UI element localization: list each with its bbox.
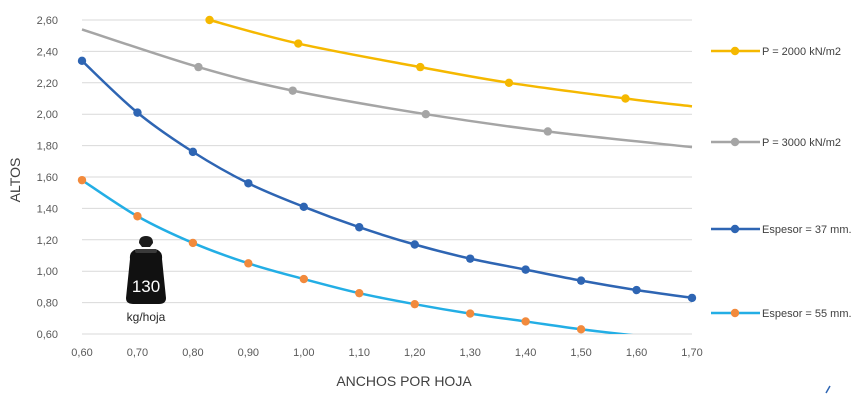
y-axis-title: ALTOS — [7, 158, 23, 203]
series-line — [81, 179, 634, 334]
legend-item: P = 2000 kN/m2 — [711, 46, 841, 58]
legend-swatch-marker — [730, 46, 740, 56]
corner-mark — [825, 385, 831, 394]
data-point — [465, 254, 475, 263]
x-tick-label: 1,50 — [570, 347, 591, 359]
gridlines — [82, 19, 692, 335]
x-tick-label: 1,70 — [681, 347, 702, 359]
data-point — [188, 147, 198, 157]
data-point — [355, 223, 364, 232]
data-point — [294, 39, 303, 48]
y-axis-ticks: 0,60 0,80 1,00 1,20 1,40 1,60 1,80 2,00 2,20 2,40… — [37, 15, 58, 341]
data-point — [299, 274, 309, 284]
legend-item: Espesor = 37 mm. — [711, 224, 852, 236]
data-point — [77, 175, 87, 185]
data-point — [244, 179, 253, 188]
legend: P = 2000 kN/m2 P = 3000 kN/m2 Espesor = 37… — [711, 46, 852, 320]
data-point — [465, 309, 475, 318]
weight-icon: 130 — [126, 236, 166, 304]
data-point — [133, 212, 142, 221]
y-tick-label: 0,80 — [37, 298, 58, 310]
x-axis-ticks: 0,60 0,70 0,80 0,90 1,00 1,10 1,20 1,30 1,40 1,50… — [71, 347, 702, 359]
data-point — [576, 276, 586, 285]
data-point — [205, 15, 214, 25]
data-point — [621, 94, 630, 103]
data-point — [133, 108, 142, 117]
series-line — [209, 18, 693, 108]
y-tick-label: 1,20 — [37, 235, 58, 247]
data-point — [421, 110, 431, 119]
series-lines — [77, 15, 697, 334]
series-2 — [81, 28, 693, 149]
x-tick-label: 1,60 — [626, 347, 647, 359]
y-tick-label: 2,00 — [37, 109, 58, 121]
data-point — [355, 288, 364, 298]
weight-value: 130 — [132, 277, 160, 296]
x-axis-title: ANCHOS POR HOJA — [336, 373, 472, 389]
legend-item: P = 3000 kN/m2 — [711, 137, 841, 149]
series-1 — [205, 15, 693, 108]
x-tick-label: 1,20 — [404, 347, 425, 359]
data-point — [521, 265, 530, 274]
data-point — [194, 62, 203, 72]
x-tick-label: 1,10 — [349, 347, 370, 359]
data-point — [543, 127, 553, 136]
x-tick-label: 1,00 — [293, 347, 314, 359]
data-point — [521, 317, 530, 326]
series-3 — [77, 56, 697, 303]
series-4 — [77, 175, 634, 334]
legend-label: Espesor = 37 mm. — [762, 224, 852, 236]
legend-label: P = 2000 kN/m2 — [762, 46, 841, 58]
x-tick-label: 0,80 — [182, 347, 203, 359]
legend-label: Espesor = 55 mm. — [762, 308, 852, 320]
data-point — [299, 202, 309, 212]
data-point — [576, 325, 586, 334]
data-point — [687, 293, 697, 303]
data-point — [188, 238, 198, 248]
y-tick-label: 2,40 — [37, 46, 58, 58]
y-tick-label: 2,60 — [37, 15, 58, 27]
series-line — [81, 28, 693, 149]
x-tick-label: 0,90 — [238, 347, 259, 359]
data-point — [416, 62, 425, 72]
legend-item: Espesor = 55 mm. — [711, 308, 852, 320]
x-tick-label: 0,70 — [127, 347, 148, 359]
y-tick-label: 0,60 — [37, 329, 58, 341]
x-tick-label: 1,40 — [515, 347, 536, 359]
legend-swatch-marker — [730, 308, 740, 318]
data-point — [288, 86, 297, 95]
y-tick-label: 1,00 — [37, 266, 58, 278]
legend-swatch-marker — [730, 137, 740, 147]
legend-label: P = 3000 kN/m2 — [762, 137, 841, 149]
x-tick-label: 0,60 — [71, 347, 92, 359]
y-tick-label: 1,60 — [37, 172, 58, 184]
data-point — [244, 259, 253, 268]
data-point — [504, 78, 514, 88]
y-tick-label: 1,80 — [37, 141, 58, 153]
y-tick-label: 1,40 — [37, 203, 58, 215]
data-point — [632, 285, 641, 295]
data-point — [410, 299, 419, 309]
weight-unit-label: kg/hoja — [127, 310, 166, 324]
legend-swatch-marker — [730, 224, 740, 234]
data-point — [77, 56, 87, 66]
x-tick-label: 1,30 — [459, 347, 480, 359]
data-point — [410, 240, 419, 249]
y-tick-label: 2,20 — [37, 78, 58, 90]
